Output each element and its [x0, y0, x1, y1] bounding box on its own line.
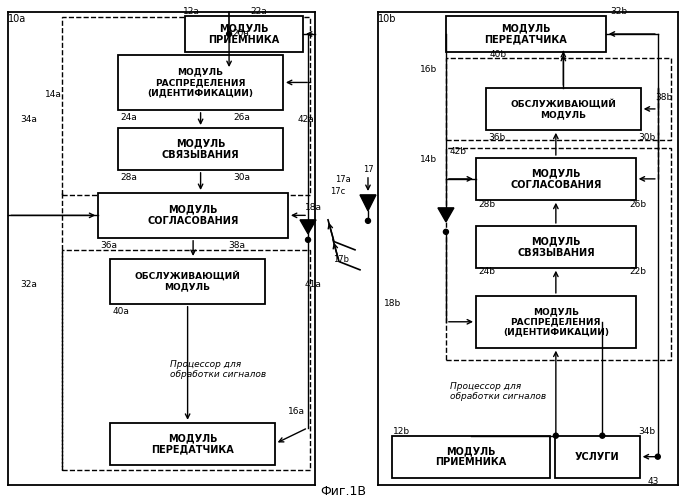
Bar	[476, 296, 635, 348]
Bar	[110, 422, 275, 465]
Text: 38a: 38a	[228, 242, 245, 250]
Bar	[110, 259, 265, 304]
Text: 32a: 32a	[20, 280, 37, 289]
Text: 26a: 26a	[233, 114, 250, 122]
Text: МОДУЛЬ
СОГЛАСОВАНИЯ: МОДУЛЬ СОГЛАСОВАНИЯ	[510, 168, 602, 190]
Text: Фиг.1B: Фиг.1B	[320, 485, 366, 498]
Bar	[476, 226, 635, 268]
Text: 30b: 30b	[638, 134, 655, 142]
Text: 12b: 12b	[393, 427, 410, 436]
Text: МОДУЛЬ
ПРИЕМНИКА: МОДУЛЬ ПРИЕМНИКА	[208, 23, 280, 45]
Polygon shape	[300, 220, 316, 234]
Text: 41a: 41a	[305, 280, 322, 289]
Polygon shape	[438, 208, 454, 222]
Text: 16a: 16a	[288, 407, 305, 416]
Polygon shape	[360, 195, 376, 211]
Text: 14b: 14b	[420, 156, 437, 164]
Text: 40a: 40a	[112, 308, 129, 316]
Text: 16b: 16b	[420, 66, 437, 74]
Text: МОДУЛЬ
СВЯЗЫВАНИЯ: МОДУЛЬ СВЯЗЫВАНИЯ	[517, 236, 595, 258]
Text: 10b: 10b	[378, 14, 396, 24]
Text: 26b: 26b	[630, 200, 647, 209]
Text: ОБСЛУЖИВАЮЩИЙ
МОДУЛЬ: ОБСЛУЖИВАЮЩИЙ МОДУЛЬ	[510, 99, 616, 119]
Text: МОДУЛЬ
ПЕРЕДАТЧИКА: МОДУЛЬ ПЕРЕДАТЧИКА	[484, 23, 567, 45]
Text: 36a: 36a	[100, 242, 117, 250]
Text: УСЛУГИ: УСЛУГИ	[575, 452, 620, 462]
Text: 12a: 12a	[183, 8, 200, 16]
Bar	[63, 17, 310, 195]
Circle shape	[553, 433, 559, 438]
Bar	[446, 16, 606, 52]
Bar	[63, 250, 310, 470]
Text: Процессор для
обработки сигналов: Процессор для обработки сигналов	[450, 382, 546, 402]
Bar	[486, 88, 641, 130]
Bar	[118, 55, 283, 110]
Text: 38b: 38b	[655, 94, 672, 102]
Text: 17: 17	[363, 166, 374, 174]
Text: 24a: 24a	[120, 114, 137, 122]
Text: 17a: 17a	[335, 176, 351, 184]
Text: 36b: 36b	[488, 134, 505, 142]
Text: МОДУЛЬ
ПРИЕМНИКА: МОДУЛЬ ПРИЕМНИКА	[436, 446, 506, 468]
Text: МОДУЛЬ
СОГЛАСОВАНИЯ: МОДУЛЬ СОГЛАСОВАНИЯ	[148, 204, 239, 226]
Text: 34b: 34b	[638, 427, 655, 436]
Text: 43: 43	[648, 477, 659, 486]
Bar	[476, 158, 635, 200]
Text: 17b: 17b	[333, 256, 349, 264]
Text: 22a: 22a	[250, 8, 267, 16]
Text: 28a: 28a	[120, 174, 137, 182]
Bar	[555, 436, 640, 478]
Circle shape	[306, 238, 311, 242]
Text: МОДУЛЬ
РАСПРЕДЕЛЕНИЯ
(ИДЕНТИФИКАЦИИ): МОДУЛЬ РАСПРЕДЕЛЕНИЯ (ИДЕНТИФИКАЦИИ)	[503, 307, 609, 336]
Text: 42b: 42b	[450, 148, 467, 156]
Text: 32b: 32b	[610, 8, 627, 16]
Bar	[98, 193, 288, 238]
Text: 17c: 17c	[330, 188, 346, 196]
Bar	[392, 436, 550, 478]
Bar	[446, 58, 671, 140]
Text: 20a: 20a	[232, 30, 249, 38]
Text: 22b: 22b	[630, 268, 646, 276]
Text: 10a: 10a	[8, 14, 27, 24]
Text: 42a: 42a	[298, 116, 315, 124]
Circle shape	[365, 218, 370, 224]
Circle shape	[655, 454, 660, 459]
Text: 34a: 34a	[20, 116, 37, 124]
Text: 30a: 30a	[233, 174, 250, 182]
Circle shape	[600, 433, 605, 438]
Bar	[185, 16, 303, 52]
Text: 14a: 14a	[45, 90, 62, 100]
Bar	[118, 128, 283, 170]
Bar	[446, 148, 671, 360]
Text: МОДУЛЬ
ПЕРЕДАТЧИКА: МОДУЛЬ ПЕРЕДАТЧИКА	[151, 433, 234, 454]
Text: 28b: 28b	[478, 200, 495, 209]
Circle shape	[227, 32, 232, 36]
Text: 18a: 18a	[305, 204, 322, 212]
Text: ОБСЛУЖИВАЮЩИЙ
МОДУЛЬ: ОБСЛУЖИВАЮЩИЙ МОДУЛЬ	[135, 271, 240, 291]
Text: 40b: 40b	[490, 50, 507, 59]
Text: Процессор для
обработки сигналов: Процессор для обработки сигналов	[170, 360, 267, 380]
Circle shape	[443, 230, 449, 234]
Text: 24b: 24b	[478, 268, 495, 276]
Text: МОДУЛЬ
СВЯЗЫВАНИЯ: МОДУЛЬ СВЯЗЫВАНИЯ	[161, 138, 239, 160]
Text: МОДУЛЬ
РАСПРЕДЕЛЕНИЯ
(ИДЕНТИФИКАЦИИ): МОДУЛЬ РАСПРЕДЕЛЕНИЯ (ИДЕНТИФИКАЦИИ)	[148, 68, 254, 98]
Text: 18b: 18b	[384, 300, 401, 308]
